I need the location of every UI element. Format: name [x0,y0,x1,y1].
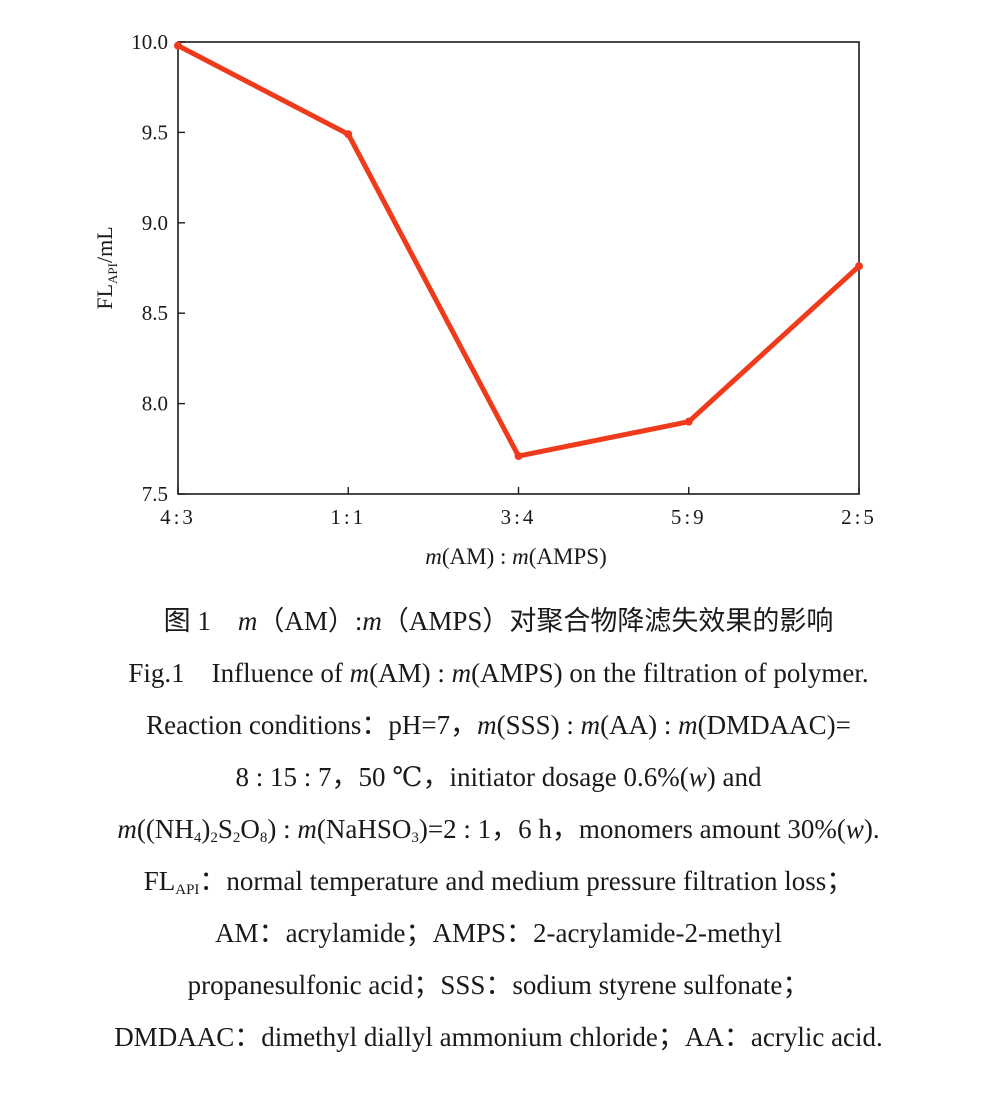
x-tick-label: 1:1 [330,505,366,529]
y-tick-label: 10.0 [131,30,168,54]
series-group [174,41,863,461]
x-tick-label: 3:4 [501,505,537,529]
y-tick-label: 9.0 [142,211,168,235]
y-tick-label: 9.5 [142,120,168,144]
x-tick-label: 4:3 [160,505,196,529]
x-axis-label: m(AM) : m(AMPS) [425,544,607,569]
y-tick-label: 8.0 [142,392,168,416]
data-point [344,130,353,139]
plot-frame [177,41,860,495]
data-point [684,417,693,426]
caption-reaction-conditions: Reaction conditions：pH=7，m(SSS) : m(AA) … [146,710,851,740]
caption-abbrev-line-2: propanesulfonic acid；SSS：sodium styrene … [187,970,810,1000]
y-axis-ticks: 7.5 8.0 8.5 9.0 9.5 10.0 [131,30,185,506]
caption-initiator-line: m((NH4)2S2O8) : m(NaHSO3)=2 : 1，6 h，mono… [117,814,880,846]
x-tick-label: 5:9 [671,505,707,529]
data-point [174,41,182,50]
y-tick-label: 7.5 [142,482,168,506]
y-tick-label: 8.5 [142,301,168,325]
data-point [855,262,863,271]
x-axis-ticks: 4:3 1:1 3:4 5:9 2:5 [160,487,877,529]
caption-fl-definition: FLAPI：normal temperature and medium pres… [143,866,854,898]
caption-abbrev-line-3: DMDAAC：dimethyl diallyl ammonium chlorid… [114,1022,883,1052]
caption-abbrev-line-1: AM：acrylamide；AMPS：2-acrylamide-2-methyl [215,918,782,948]
y-axis-label: FLAPI/mL [92,226,120,309]
x-tick-label: 2:5 [841,505,877,529]
caption-figure-title: Fig.1 Influence of m(AM) : m(AMPS) on th… [128,658,869,688]
line-chart: 7.5 8.0 8.5 9.0 9.5 10.0 4:3 1:1 3:4 5:9 2:5 FLAP… [92,30,877,569]
series-line [175,43,862,459]
caption-chinese: 图 1 m（AM）:m（AMPS）对聚合物降滤失效果的影响 [163,606,834,636]
data-point [514,452,523,461]
caption-ratio-line: 8 : 15 : 7，50 ℃，initiator dosage 0.6%(w)… [235,762,762,792]
